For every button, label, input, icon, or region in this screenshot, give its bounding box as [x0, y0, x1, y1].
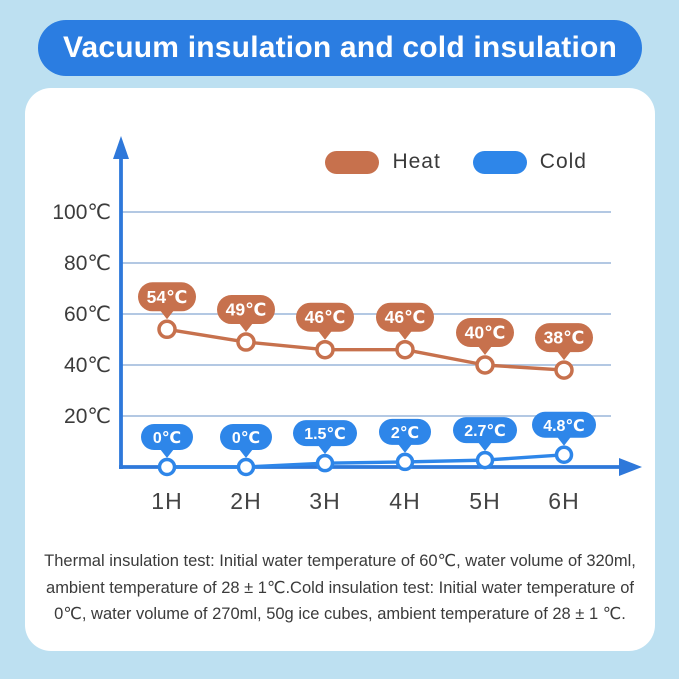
cold-bubble — [379, 418, 431, 445]
cold-bubble — [141, 424, 193, 450]
cold-bubble-label: 4.8℃ — [543, 418, 585, 435]
page-title: Vacuum insulation and cold insulation — [62, 31, 618, 64]
heat-bubble-label: 38℃ — [544, 328, 585, 348]
x-tick-label: 5H — [469, 488, 500, 514]
cold-legend-swatch — [472, 150, 527, 174]
cold-bubble-pointer — [318, 445, 332, 455]
y-tick-label: 60℃ — [64, 303, 111, 326]
cold-bubble — [453, 417, 517, 444]
x-tick-label: 3H — [309, 488, 340, 514]
cold-marker — [315, 453, 335, 473]
heat-bubble — [138, 282, 196, 312]
heat-bubble-pointer — [318, 330, 332, 340]
heat-line — [166, 327, 565, 372]
heat-marker — [157, 319, 177, 340]
heat-marker — [475, 355, 495, 375]
heat-bubble-label: 40℃ — [465, 323, 506, 343]
cold-bubble-pointer — [557, 436, 571, 446]
x-tick-label: 1H — [151, 488, 182, 514]
y-axis-arrow — [113, 136, 129, 159]
cold-bubble — [220, 424, 272, 450]
heat-bubble-pointer — [557, 351, 571, 361]
chart-legend: Heat Cold — [325, 150, 587, 174]
heat-marker — [315, 339, 335, 360]
cold-bubble-label: 2℃ — [391, 425, 419, 442]
y-tick-label: 100℃ — [52, 201, 111, 224]
x-tick-label: 4H — [389, 488, 420, 514]
heat-bubble-pointer — [398, 330, 412, 340]
cold-marker — [554, 445, 574, 465]
cold-bubble-label: 0℃ — [153, 430, 181, 447]
legend-item-cold: Cold — [472, 150, 587, 174]
heat-marker — [395, 339, 415, 360]
cold-bubble-label: 2.7℃ — [464, 423, 506, 440]
x-axis-arrow — [619, 458, 642, 476]
cold-bubble-pointer — [160, 449, 174, 458]
heat-bubble — [296, 302, 354, 332]
cold-bubble-pointer — [478, 442, 492, 452]
heat-bubble-pointer — [478, 346, 492, 355]
title-banner: Vacuum insulation and cold insulation — [38, 20, 642, 76]
legend-item-heat: Heat — [325, 150, 440, 174]
y-tick-label: 20℃ — [64, 405, 111, 428]
heat-bubble — [535, 323, 593, 353]
cold-bubble-pointer — [398, 443, 412, 453]
y-tick-label: 80℃ — [64, 252, 111, 275]
cold-marker — [475, 450, 495, 470]
x-tick-label: 2H — [230, 488, 261, 514]
heat-bubble-label: 54℃ — [147, 287, 188, 307]
heat-bubble — [456, 318, 514, 347]
x-tick-label: 6H — [548, 488, 579, 514]
heat-legend-label: Heat — [392, 150, 441, 173]
cold-bubble-pointer — [239, 449, 253, 458]
cold-marker — [395, 452, 415, 472]
cold-line — [167, 453, 565, 469]
heat-bubble — [217, 295, 275, 325]
cold-legend-label: Cold — [539, 150, 587, 173]
cold-bubble — [532, 411, 596, 438]
heat-marker — [554, 360, 574, 380]
heat-bubble-pointer — [160, 310, 174, 320]
heat-marker — [236, 332, 256, 352]
insulation-line-chart: 100℃ 80℃ 60℃ 40℃ 20℃ 1H 2H 3H 4H 5H 6H 54℃ 49℃ 46℃ 46℃… — [52, 136, 642, 514]
cold-bubble — [293, 420, 357, 447]
heat-legend-swatch — [325, 150, 380, 174]
heat-bubble-label: 49℃ — [226, 300, 267, 320]
test-conditions-note: Thermal insulation test: Initial water t… — [44, 552, 636, 624]
heat-bubble-label: 46℃ — [305, 307, 346, 327]
cold-bubble-label: 0℃ — [232, 430, 260, 447]
cold-marker — [157, 457, 177, 477]
cold-bubble-label: 1.5℃ — [304, 426, 346, 443]
heat-bubble — [376, 302, 434, 332]
heat-bubble-label: 46℃ — [385, 307, 426, 327]
heat-bubble-pointer — [239, 323, 253, 333]
cold-marker — [236, 457, 256, 477]
y-tick-label: 40℃ — [64, 354, 111, 377]
chart-card: 100℃ 80℃ 60℃ 40℃ 20℃ 1H 2H 3H 4H 5H 6H 54℃ 49℃ 46℃ 46℃… — [25, 88, 655, 651]
